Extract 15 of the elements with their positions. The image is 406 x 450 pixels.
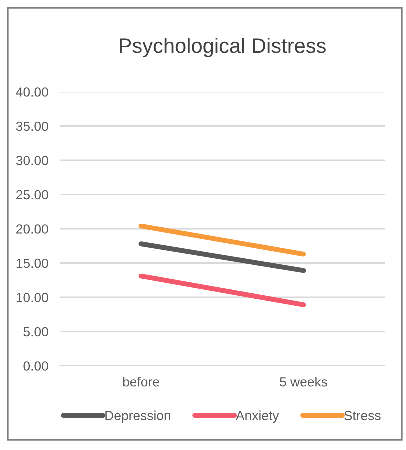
chart-title: Psychological Distress — [120, 38, 326, 58]
y-tick-label: 20.00 — [16, 224, 48, 234]
y-tick-label: 0.00 — [24, 362, 48, 371]
y-tick-label: 25.00 — [16, 190, 48, 200]
x-tick-label: 5 weeks — [280, 377, 328, 387]
y-tick-label: 40.00 — [16, 88, 48, 97]
y-tick-label: 5.00 — [24, 327, 48, 337]
y-tick-label: 10.00 — [16, 293, 48, 302]
legend-label: Anxiety — [236, 410, 280, 424]
y-tick-label: 15.00 — [16, 258, 48, 268]
legend-label: Stress — [344, 411, 381, 420]
y-tick-label: 30.00 — [16, 156, 48, 166]
x-tick-label: before — [123, 377, 160, 387]
legend-label: Depression — [106, 410, 170, 424]
y-tick-label: 35.00 — [16, 122, 48, 132]
